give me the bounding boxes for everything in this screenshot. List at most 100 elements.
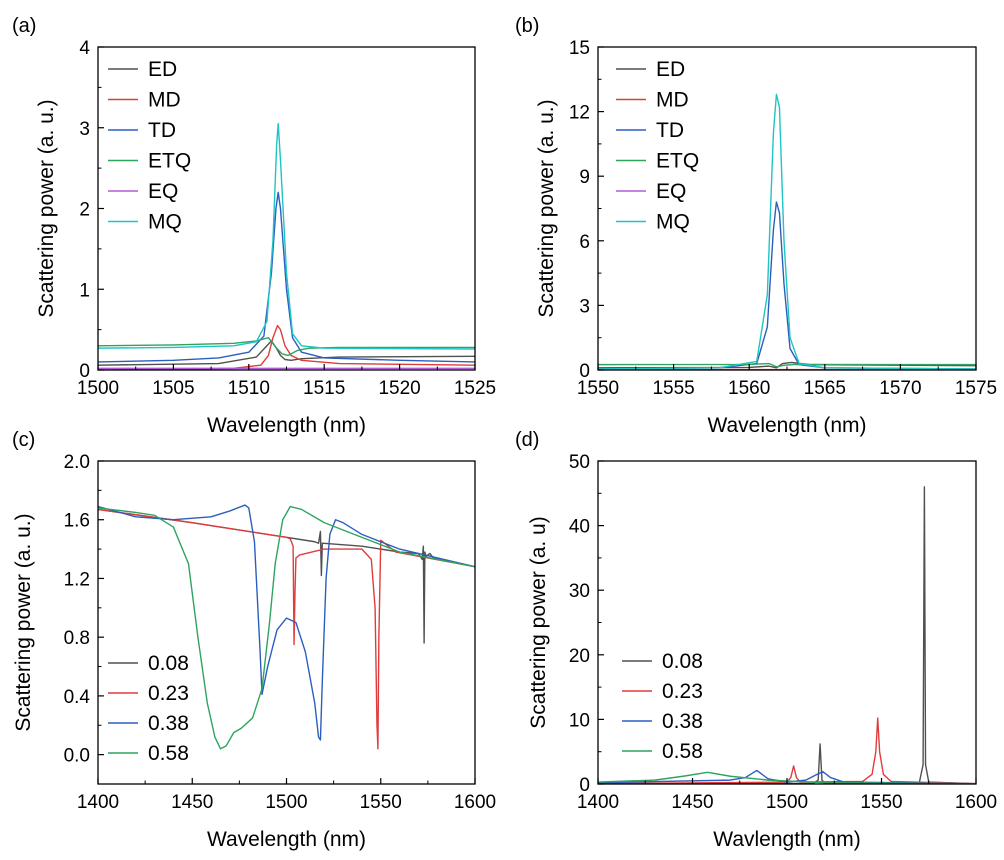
series-line-0.58 — [598, 771, 976, 784]
y-tick-label: 0.8 — [64, 628, 90, 649]
legend-label: 0.38 — [662, 710, 703, 733]
legend-label: EQ — [148, 180, 178, 203]
legend: 0.08 0.23 0.38 0.58 — [108, 652, 189, 765]
legend-label: ETQ — [656, 150, 699, 173]
y-tick-label: 2 — [79, 200, 90, 221]
y-tick-label: 30 — [569, 581, 590, 602]
x-axis-label: Wavelength (nm) — [207, 414, 366, 437]
x-tick-label: 1600 — [955, 792, 997, 813]
legend-label: ED — [656, 58, 685, 81]
legend-label: 0.23 — [662, 680, 703, 703]
legend-label: TD — [148, 119, 176, 142]
series-line-0.08 — [98, 508, 475, 644]
legend-label: MD — [656, 89, 689, 112]
series-line-0.58 — [98, 505, 475, 750]
x-tick-label: 1515 — [303, 378, 345, 399]
x-tick-label: 1505 — [152, 378, 194, 399]
y-tick-label: 9 — [579, 167, 590, 188]
series-line-MQ — [98, 123, 475, 350]
y-tick-label: 12 — [569, 103, 590, 124]
y-tick-label: 0.0 — [64, 746, 90, 767]
y-tick-label: 10 — [569, 710, 590, 731]
series-line-ETQ — [98, 337, 475, 357]
legend-label: 0.08 — [662, 650, 703, 673]
y-tick-label: 1 — [79, 280, 90, 301]
series-line-0.23 — [98, 508, 475, 750]
x-tick-label: 1570 — [879, 378, 921, 399]
y-tick-label: 50 — [569, 452, 590, 473]
y-tick-label: 40 — [569, 517, 590, 538]
legend-label: 0.38 — [148, 712, 189, 735]
x-tick-label: 1450 — [671, 792, 713, 813]
panel-label: (b) — [515, 15, 539, 37]
series-line-ETQ — [598, 362, 976, 368]
x-tick-label: 1550 — [577, 378, 619, 399]
legend-label: MQ — [148, 211, 182, 234]
series-line-0.23 — [598, 717, 976, 784]
series-line-MD — [98, 324, 475, 370]
series-line-ED — [98, 340, 475, 366]
legend-label: 0.58 — [148, 742, 189, 765]
x-tick-label: 1525 — [454, 378, 496, 399]
y-tick-label: 0 — [579, 775, 590, 796]
legend-label: 0.58 — [662, 740, 703, 763]
x-tick-label: 1560 — [728, 378, 770, 399]
y-tick-label: 3 — [579, 296, 590, 317]
panel-d: (d) 1400 1450 1500 1550 1600 0 10 20 30 40 50 Wavlen… — [515, 429, 997, 851]
x-tick-label: 1500 — [766, 792, 808, 813]
x-tick-label: 1555 — [652, 378, 694, 399]
y-tick-label: 6 — [579, 232, 590, 253]
y-tick-label: 1.2 — [64, 569, 90, 590]
y-axis-label: Scattering power (a. u.) — [35, 99, 58, 317]
legend: 0.08 0.23 0.38 0.58 — [622, 650, 703, 763]
series-line-MQ — [598, 93, 976, 370]
y-tick-label: 1.6 — [64, 511, 90, 532]
plot-frame — [597, 460, 977, 785]
plot-frame — [97, 460, 476, 785]
x-tick-label: 1500 — [265, 792, 307, 813]
legend-label: EQ — [656, 180, 686, 203]
legend: ED MD TD ETQ EQ MQ — [108, 58, 191, 234]
y-axis-label: Scattering power (a. u) — [527, 516, 550, 728]
x-tick-label: 1400 — [577, 792, 619, 813]
y-tick-label: 2.0 — [64, 452, 90, 473]
legend-label: ETQ — [148, 150, 191, 173]
legend-label: TD — [656, 119, 684, 142]
y-tick-label: 15 — [569, 38, 590, 59]
y-tick-label: 0 — [579, 361, 590, 382]
x-tick-label: 1400 — [77, 792, 119, 813]
y-tick-label: 20 — [569, 646, 590, 667]
y-tick-label: 3 — [79, 119, 90, 140]
legend-label: 0.23 — [148, 682, 189, 705]
x-tick-label: 1575 — [955, 378, 997, 399]
series-line-0.38 — [98, 504, 475, 741]
x-tick-label: 1565 — [804, 378, 846, 399]
series-group — [598, 486, 976, 784]
legend-label: MD — [148, 89, 181, 112]
legend-label: MQ — [656, 211, 690, 234]
y-axis-label: Scattering power (a. u.) — [535, 99, 558, 317]
x-tick-label: 1510 — [228, 378, 270, 399]
y-tick-label: 4 — [79, 38, 90, 59]
y-tick-label: 0 — [79, 361, 90, 382]
panel-label: (d) — [515, 429, 539, 451]
series-group — [98, 504, 475, 750]
x-tick-label: 1600 — [454, 792, 496, 813]
x-tick-label: 1550 — [860, 792, 902, 813]
x-tick-label: 1450 — [171, 792, 213, 813]
series-line-TD — [98, 191, 475, 363]
panel-label: (a) — [12, 15, 36, 37]
y-axis-label: Scattering power (a. u.) — [12, 513, 35, 731]
y-tick-label: 0.4 — [64, 687, 91, 708]
x-tick-label: 1520 — [378, 378, 420, 399]
legend: ED MD TD ETQ EQ MQ — [616, 58, 699, 234]
x-axis-label: Wavlength (nm) — [713, 828, 860, 851]
series-line-0.08 — [598, 486, 976, 784]
series-group — [598, 93, 976, 370]
x-axis-label: Wavelength (nm) — [207, 828, 366, 851]
panel-a: (a) 1500 1505 1510 1515 1520 1525 0 1 2 3 4 Waveleng… — [12, 15, 496, 437]
legend-label: ED — [148, 58, 177, 81]
panel-label: (c) — [12, 429, 35, 451]
panel-c: (c) 1400 1450 1500 1550 1600 0.0 0.4 0.8 1.2 1.6 2.… — [12, 429, 496, 851]
